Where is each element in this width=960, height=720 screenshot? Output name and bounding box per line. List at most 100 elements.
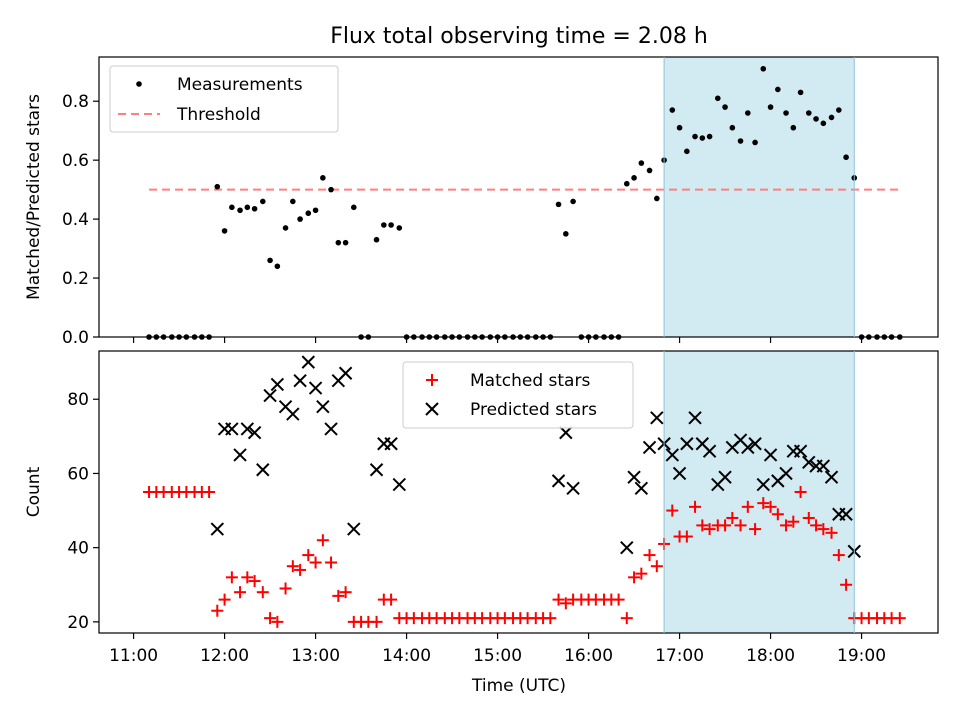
- measurement-point: [237, 207, 243, 214]
- measurement-point: [843, 154, 849, 161]
- predicted-star-point: [308, 381, 323, 395]
- measurement-point: [342, 239, 349, 246]
- measurement-point: [251, 205, 258, 212]
- matched-star-point: [696, 519, 709, 532]
- predicted-star-point: [210, 522, 225, 536]
- measurement-point: [563, 231, 569, 237]
- measurement-point: [646, 167, 653, 174]
- x-tick-label: 17:00: [655, 646, 704, 666]
- measurement-point: [259, 198, 266, 205]
- measurement-point: [305, 210, 312, 217]
- matched-star-point: [771, 508, 784, 521]
- x-tick-label: 11:00: [109, 646, 158, 666]
- predicted-star-point: [240, 422, 255, 436]
- predicted-star-point: [620, 540, 634, 555]
- matched-star-point: [787, 515, 800, 528]
- measurement-point: [752, 139, 758, 146]
- measurement-point: [706, 133, 713, 140]
- measurement-point: [790, 124, 797, 131]
- x-tick-label: 12:00: [200, 646, 249, 666]
- predicted-star-point: [816, 459, 831, 473]
- matched-star-point: [225, 571, 238, 584]
- matched-star-point: [749, 523, 762, 536]
- predicted-star-point: [338, 366, 353, 380]
- matched-star-point: [810, 519, 823, 532]
- legend-predicted-marker: [425, 402, 439, 416]
- measurement-point: [282, 225, 289, 231]
- measurement-point: [775, 86, 781, 93]
- bottom-x-ticks: 11:00 12:00 13:00 14:00 15:00 16:00 17:00 18:00…: [109, 633, 886, 666]
- matched-star-point: [316, 534, 329, 547]
- matched-star-point: [325, 556, 338, 569]
- observing-window-shade: [664, 351, 855, 633]
- matched-star-point: [794, 486, 807, 498]
- matched-star-point: [689, 500, 702, 513]
- x-tick-label: 15:00: [473, 646, 522, 666]
- matched-star-point: [825, 526, 838, 539]
- measurement-point: [722, 104, 728, 110]
- measurement-point: [297, 216, 303, 222]
- y-tick-label: 80: [67, 390, 89, 410]
- measurement-point: [350, 204, 357, 211]
- x-tick-label: 19:00: [837, 646, 886, 666]
- x-tick-label: 14:00: [382, 646, 431, 666]
- measurement-point: [214, 183, 221, 190]
- matched-star-point: [734, 519, 747, 532]
- top-y-axis-label: Matched/Predicted stars: [24, 94, 44, 300]
- matched-star-point: [764, 500, 777, 513]
- bottom-y-axis-label: Count: [24, 466, 44, 517]
- predicted-star-point: [763, 448, 778, 462]
- matched-star-point: [628, 571, 641, 584]
- measurement-point: [828, 114, 835, 121]
- count-points: [143, 355, 906, 628]
- predicted-star-point: [256, 463, 270, 477]
- legend-measurements-label: Measurements: [177, 75, 303, 95]
- measurement-point: [729, 124, 736, 131]
- top-panel: Flux total observing time = 2.08 h 0.00.…: [24, 24, 939, 348]
- top-axes-frame: [98, 56, 939, 338]
- measurement-point: [373, 236, 380, 243]
- measurement-point: [692, 133, 698, 140]
- matched-star-point: [635, 567, 648, 580]
- matched-star-point: [256, 586, 269, 599]
- predicted-star-point: [839, 507, 853, 521]
- matched-star-point: [385, 593, 398, 606]
- measurement-point: [388, 222, 394, 228]
- matched-star-point: [309, 556, 322, 569]
- x-tick-label: 18:00: [746, 646, 795, 666]
- predicted-star-point: [627, 470, 641, 484]
- measurement-point: [813, 116, 819, 122]
- predicted-star-point: [779, 466, 793, 481]
- bottom-legend-box: [402, 361, 634, 429]
- legend-matched-label: Matched stars: [470, 371, 590, 391]
- top-legend-box: [109, 65, 339, 133]
- matched-star-point: [612, 593, 625, 606]
- predicted-star-point: [793, 444, 808, 458]
- legend-measurement-marker: [136, 81, 142, 87]
- measurement-point: [244, 204, 251, 211]
- matched-star-point: [339, 586, 352, 599]
- matched-star-point: [643, 549, 656, 562]
- y-tick-label: 60: [67, 464, 89, 484]
- predicted-star-point: [665, 448, 679, 462]
- matched-star-point: [680, 530, 693, 543]
- predicted-star-point: [233, 448, 247, 462]
- matched-star-point: [726, 511, 739, 524]
- measurement-point: [699, 135, 706, 141]
- measurement-point: [836, 107, 842, 113]
- matched-star-point: [248, 575, 261, 588]
- predicted-star-point: [688, 411, 702, 425]
- observing-window-shade: [664, 57, 855, 337]
- measurement-point: [267, 257, 273, 264]
- measurement-point: [767, 104, 774, 110]
- matched-star-point: [264, 612, 277, 625]
- predicted-star-point: [263, 388, 277, 403]
- y-tick-label: 0.6: [62, 151, 89, 171]
- predicted-star-point: [324, 422, 338, 436]
- predicted-star-point: [551, 474, 566, 488]
- matched-star-point: [271, 615, 284, 628]
- matched-star-point: [279, 582, 292, 595]
- measurement-point: [396, 225, 403, 231]
